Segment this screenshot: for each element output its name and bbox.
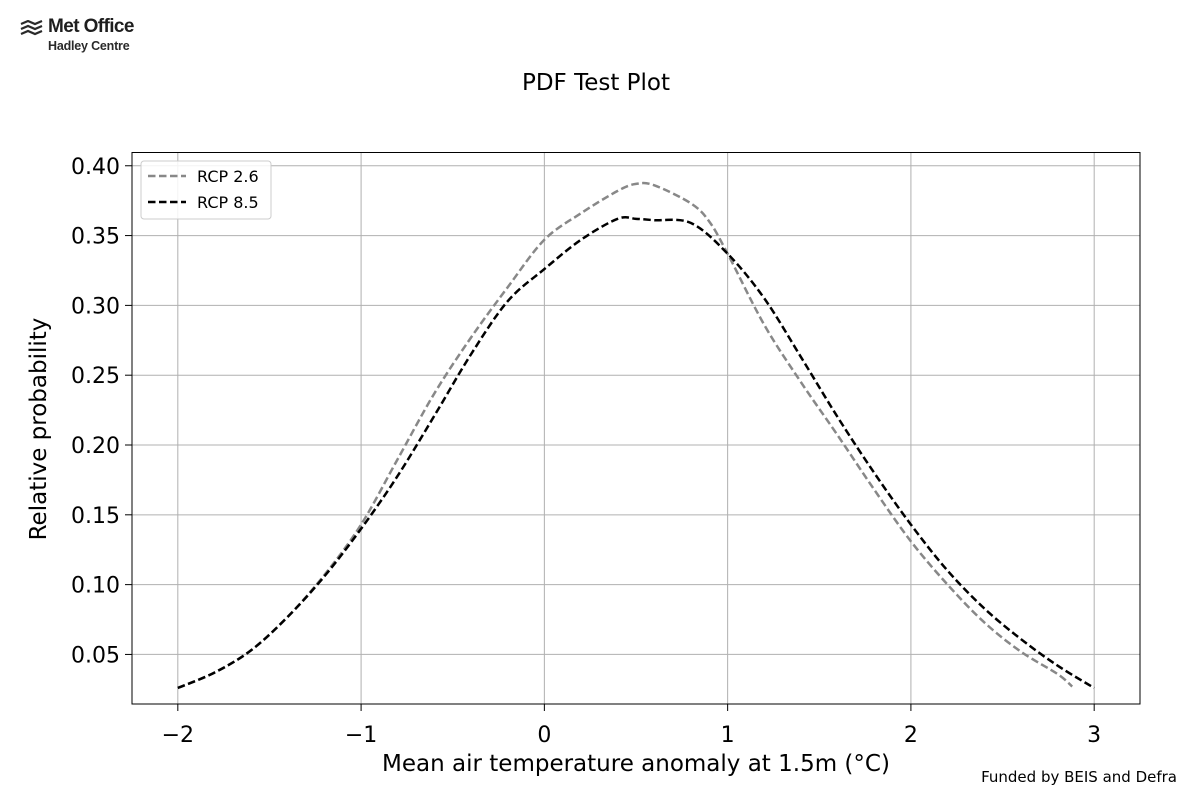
y-tick-label: 0.15 (71, 504, 120, 529)
x-tick-label: 3 (1087, 723, 1101, 748)
met-office-wave-icon (20, 20, 43, 36)
x-axis-label: Mean air temperature anomaly at 1.5m (°C… (382, 751, 890, 777)
y-tick-label: 0.40 (71, 155, 120, 180)
y-tick-label: 0.30 (71, 294, 120, 319)
series-lines (177, 181, 1095, 690)
y-tick-label: 0.20 (71, 434, 120, 459)
legend: RCP 2.6 RCP 8.5 (140, 160, 272, 220)
x-tick-label: 2 (904, 723, 918, 748)
x-tick-label: −1 (345, 723, 377, 748)
logo-text-primary: Met Office (48, 16, 134, 37)
series-line-rcp-8-5 (177, 215, 1095, 690)
grid-lines (132, 152, 1140, 704)
logo-text-secondary: Hadley Centre (48, 39, 130, 53)
funding-credit: Funded by BEIS and Defra (981, 768, 1177, 786)
axis-ticks: −2 −1 0 1 2 3 0.05 0.10 0.15 0.20 0.25 0.30 0.35 0.40 (71, 155, 1101, 748)
x-tick-label: 1 (721, 723, 735, 748)
met-office-logo: Met Office Hadley Centre (20, 14, 160, 56)
plot-frame (131, 152, 1141, 705)
legend-label-rcp26: RCP 2.6 (197, 167, 259, 186)
y-tick-label: 0.25 (71, 364, 120, 389)
y-tick-label: 0.10 (71, 574, 120, 599)
legend-label-rcp85: RCP 8.5 (197, 193, 259, 212)
y-tick-label: 0.05 (71, 643, 120, 668)
x-tick-label: 0 (537, 723, 551, 748)
x-tick-label: −2 (162, 723, 194, 748)
y-axis-label: Relative probability (26, 318, 52, 541)
y-tick-label: 0.35 (71, 225, 120, 250)
series-line-rcp-2-6 (177, 181, 1074, 690)
chart-title: PDF Test Plot (522, 70, 670, 96)
